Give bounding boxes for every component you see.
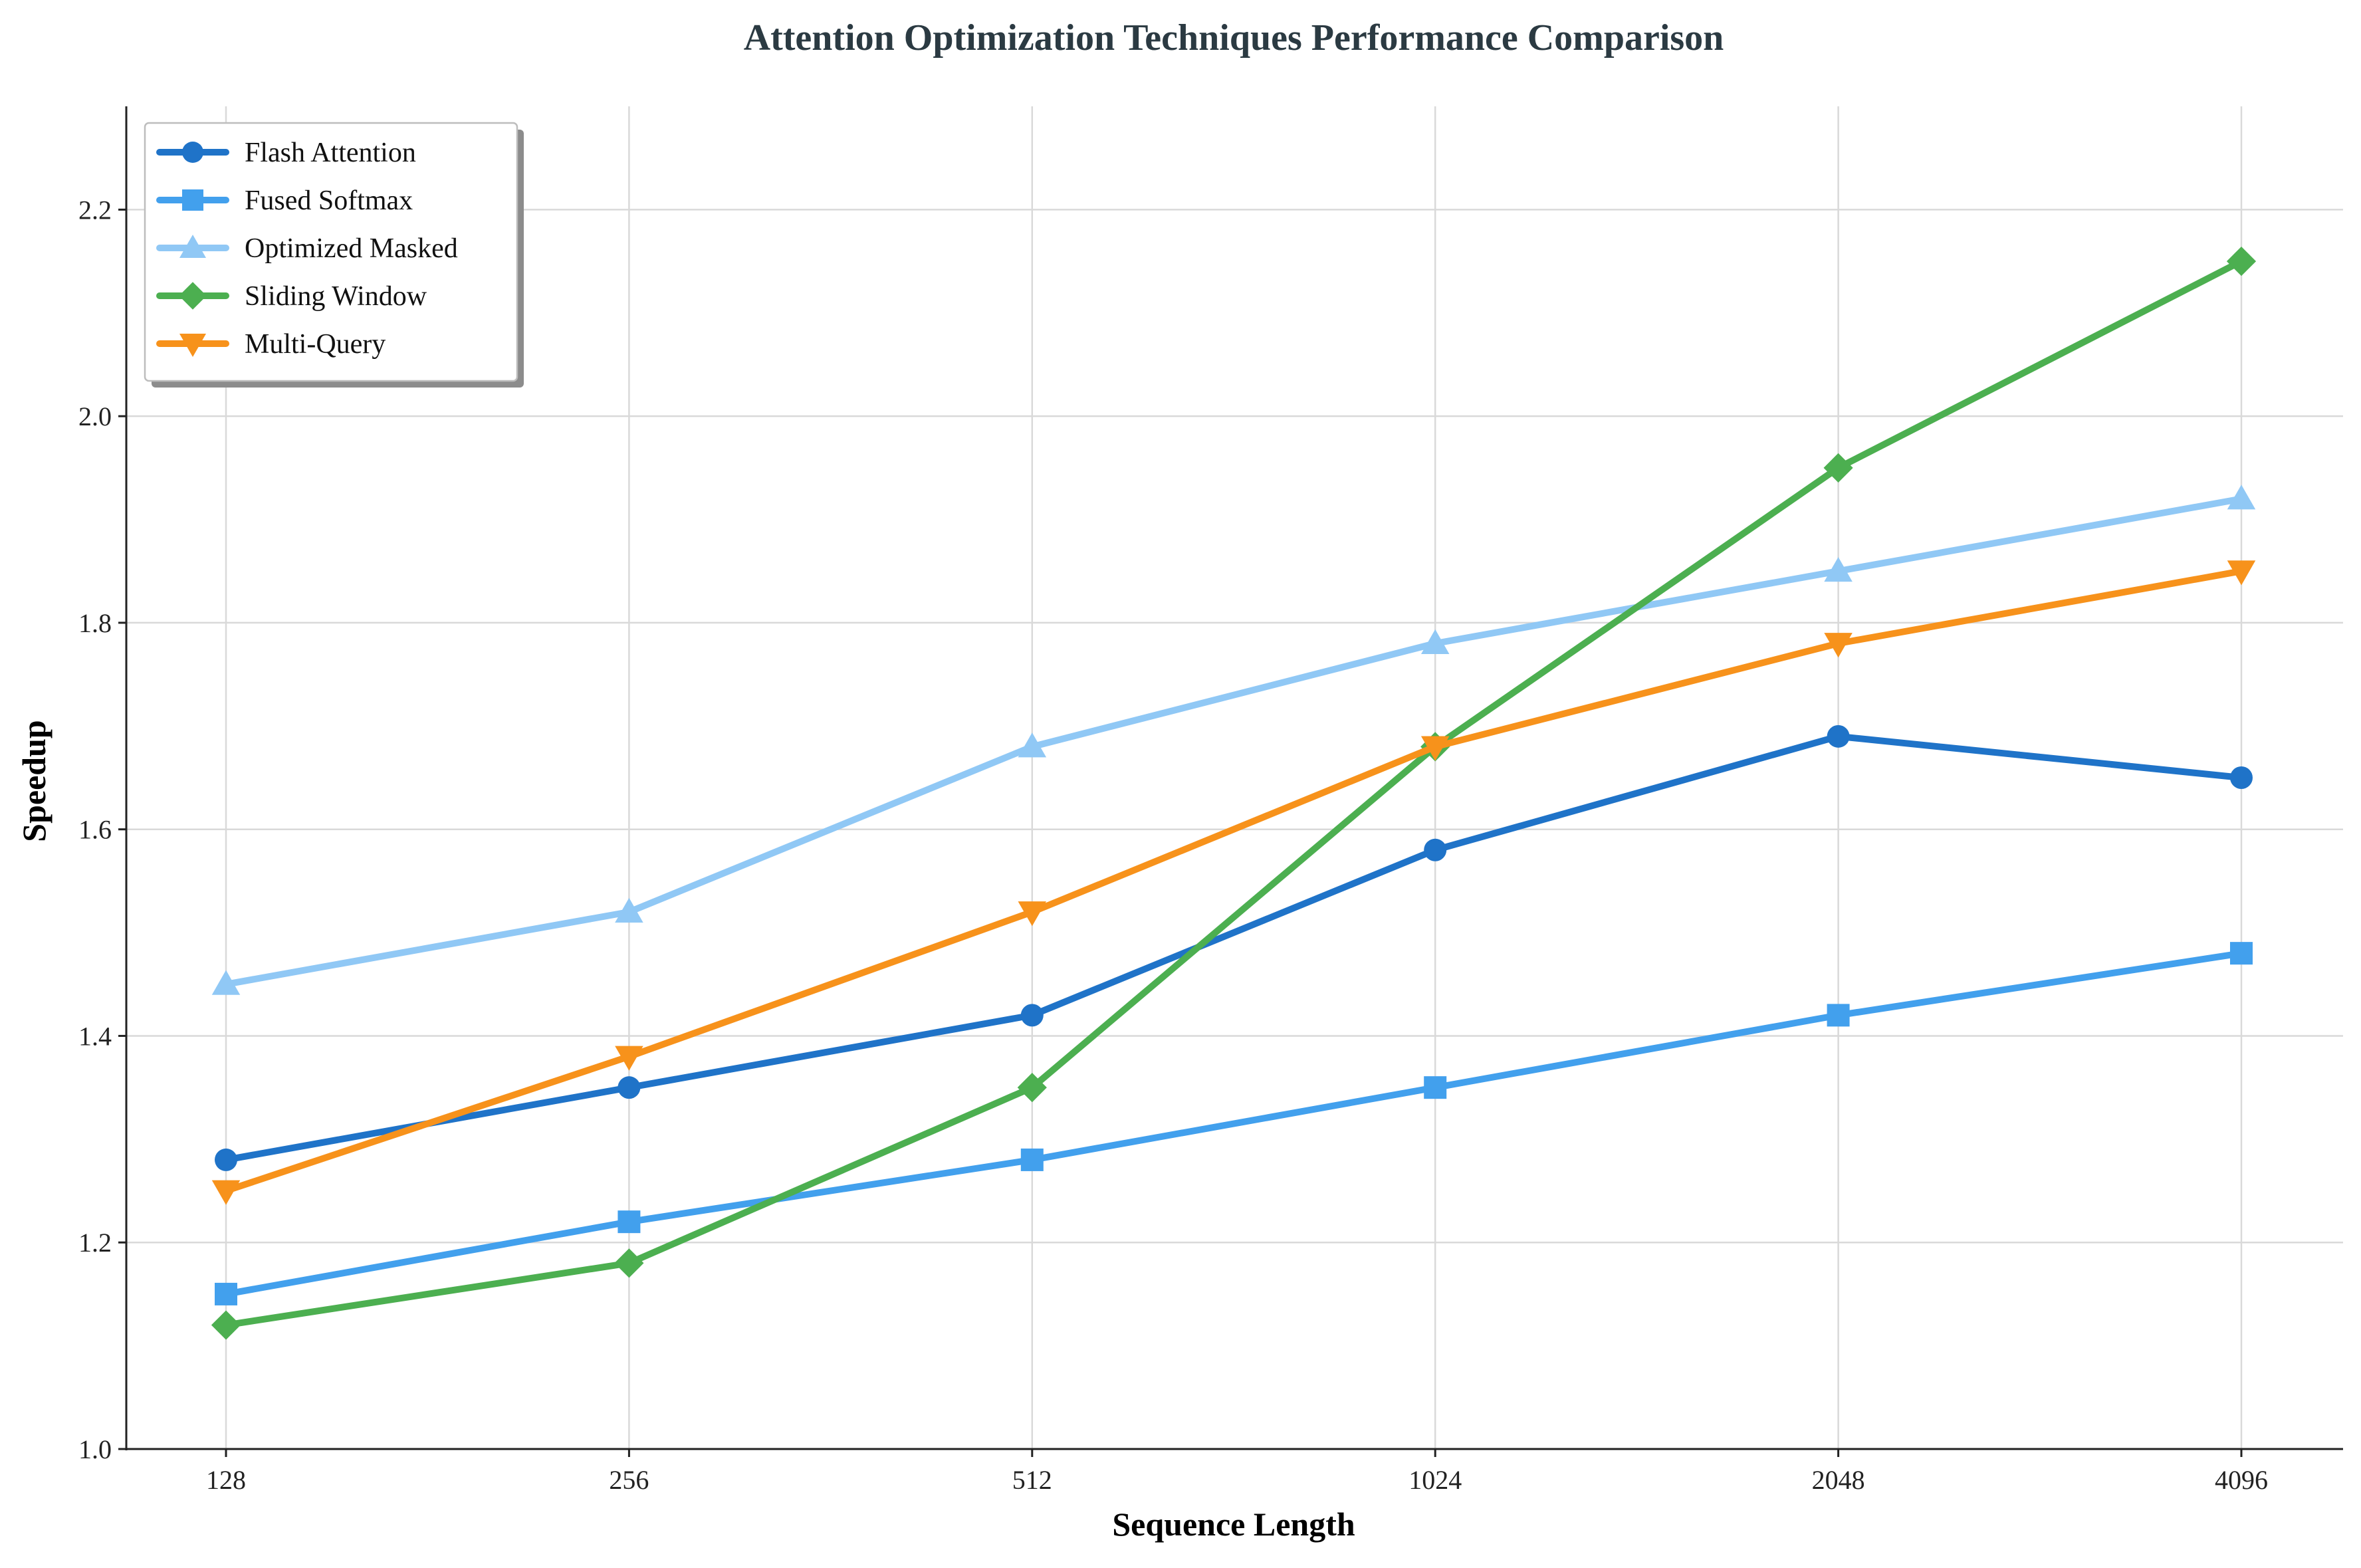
y-tick-label: 1.2 (78, 1228, 112, 1258)
series-line-optimized-masked (223, 495, 2245, 988)
y-axis-label: Speedup (15, 720, 53, 841)
legend-label: Multi-Query (245, 329, 386, 360)
data-point-multi-query (1018, 901, 1047, 927)
x-tick-label: 4096 (2215, 1465, 2268, 1495)
data-point-sliding-window (211, 1310, 241, 1340)
data-point-multi-query (615, 1046, 643, 1071)
data-point-optimized-masked (1018, 732, 1047, 758)
legend-label: Fused Softmax (245, 185, 413, 216)
data-point-multi-query (1824, 633, 1853, 658)
data-point-fused-softmax (2230, 942, 2253, 965)
y-tick-label: 1.6 (78, 815, 112, 845)
series-line-fused-softmax (223, 950, 2245, 1297)
legend-marker (179, 334, 206, 357)
legend-item-flash-attention: Flash Attention (156, 138, 416, 168)
data-point-multi-query (1420, 736, 1450, 761)
data-point-optimized-masked (2227, 485, 2256, 510)
data-point-multi-query (211, 1180, 241, 1205)
legend: Flash Attention Fused Softmax Optimized Ma… (144, 122, 524, 388)
series-layer (211, 246, 2257, 1340)
data-point-optimized-masked (1420, 629, 1450, 654)
data-point-fused-softmax (1827, 1004, 1850, 1027)
data-point-multi-query (2227, 560, 2256, 586)
x-tick-label: 512 (1012, 1465, 1052, 1495)
series-multi-query (211, 560, 2256, 1205)
series-flash-attention (215, 725, 2253, 1171)
data-point-fused-softmax (618, 1210, 641, 1234)
data-point-flash-attention (1424, 838, 1447, 861)
legend-label: Flash Attention (245, 138, 416, 168)
data-point-flash-attention (618, 1076, 641, 1099)
y-tick-label: 1.4 (78, 1021, 112, 1051)
x-tick-label: 1024 (1408, 1465, 1462, 1495)
data-point-flash-attention (215, 1148, 237, 1171)
legend-item-multi-query: Multi-Query (156, 329, 386, 360)
data-point-optimized-masked (1824, 556, 1853, 582)
data-point-optimized-masked (615, 897, 643, 923)
data-point-fused-softmax (1020, 1148, 1044, 1171)
y-tick-label: 2.2 (78, 195, 112, 225)
legend-marker (182, 189, 203, 211)
x-tick-label: 256 (609, 1465, 649, 1495)
data-point-optimized-masked (211, 970, 241, 995)
legend-label: Optimized Masked (245, 233, 458, 264)
series-line-multi-query (223, 568, 2245, 1194)
legend-item-optimized-masked: Optimized Masked (156, 233, 458, 264)
data-point-flash-attention (1827, 725, 1850, 748)
chart-title: Attention Optimization Techniques Perfor… (744, 17, 1724, 58)
data-point-sliding-window (2226, 246, 2257, 277)
y-tick-label: 1.8 (78, 608, 112, 638)
legend-marker (179, 282, 207, 310)
series-line-flash-attention (223, 732, 2245, 1163)
data-point-sliding-window (1017, 1073, 1047, 1103)
axes (125, 106, 2343, 1450)
data-point-flash-attention (1020, 1004, 1044, 1027)
series-optimized-masked (211, 485, 2256, 995)
legend-marker (179, 235, 206, 258)
x-tick-label: 2048 (1812, 1465, 1865, 1495)
data-point-sliding-window (1823, 453, 1853, 483)
y-tick-label: 1.0 (78, 1434, 112, 1464)
data-point-fused-softmax (215, 1282, 237, 1305)
data-point-flash-attention (2230, 766, 2253, 789)
data-point-fused-softmax (1424, 1076, 1447, 1099)
x-axis-label: Sequence Length (1112, 1506, 1355, 1543)
legend-label: Sliding Window (245, 281, 427, 312)
series-fused-softmax (215, 942, 2253, 1305)
tick-labels: 128 256 512 1024 2048 4096 1.0 1.2 1.4 1.6 1.8 2.0 2… (78, 195, 2268, 1495)
x-tick-label: 128 (206, 1465, 246, 1495)
legend-item-sliding-window: Sliding Window (156, 281, 427, 312)
data-point-sliding-window (614, 1248, 644, 1278)
y-tick-label: 2.0 (78, 401, 112, 431)
legend-box (144, 122, 518, 382)
series-line-sliding-window (223, 258, 2245, 1329)
series-sliding-window (211, 246, 2257, 1340)
legend-marker (182, 142, 203, 163)
legend-item-fused-softmax: Fused Softmax (156, 185, 413, 216)
